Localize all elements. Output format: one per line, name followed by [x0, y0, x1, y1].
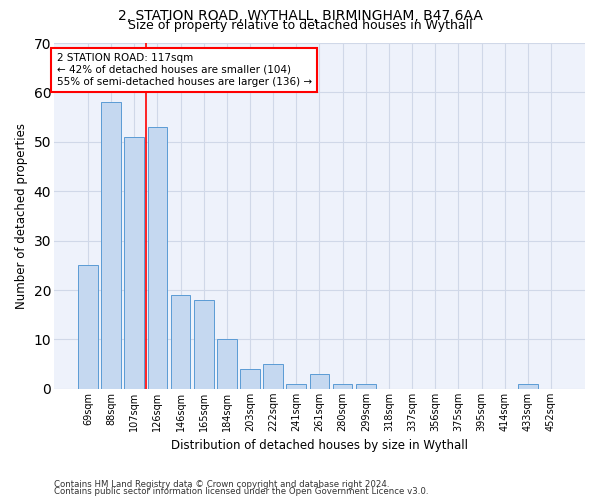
Bar: [240, 369, 260, 389]
Bar: [310, 374, 329, 389]
Text: Contains HM Land Registry data © Crown copyright and database right 2024.: Contains HM Land Registry data © Crown c…: [54, 480, 389, 489]
Bar: [263, 364, 283, 389]
Bar: [101, 102, 121, 389]
Bar: [78, 266, 98, 389]
Bar: [518, 384, 538, 389]
Text: Contains public sector information licensed under the Open Government Licence v3: Contains public sector information licen…: [54, 487, 428, 496]
Y-axis label: Number of detached properties: Number of detached properties: [15, 123, 28, 309]
Bar: [194, 300, 214, 389]
Bar: [217, 340, 237, 389]
Text: 2, STATION ROAD, WYTHALL, BIRMINGHAM, B47 6AA: 2, STATION ROAD, WYTHALL, BIRMINGHAM, B4…: [118, 9, 482, 23]
Bar: [148, 127, 167, 389]
Bar: [286, 384, 306, 389]
Bar: [171, 295, 190, 389]
Bar: [124, 137, 144, 389]
Bar: [356, 384, 376, 389]
X-axis label: Distribution of detached houses by size in Wythall: Distribution of detached houses by size …: [171, 440, 468, 452]
Text: Size of property relative to detached houses in Wythall: Size of property relative to detached ho…: [128, 19, 472, 32]
Bar: [333, 384, 352, 389]
Text: 2 STATION ROAD: 117sqm
← 42% of detached houses are smaller (104)
55% of semi-de: 2 STATION ROAD: 117sqm ← 42% of detached…: [56, 54, 312, 86]
